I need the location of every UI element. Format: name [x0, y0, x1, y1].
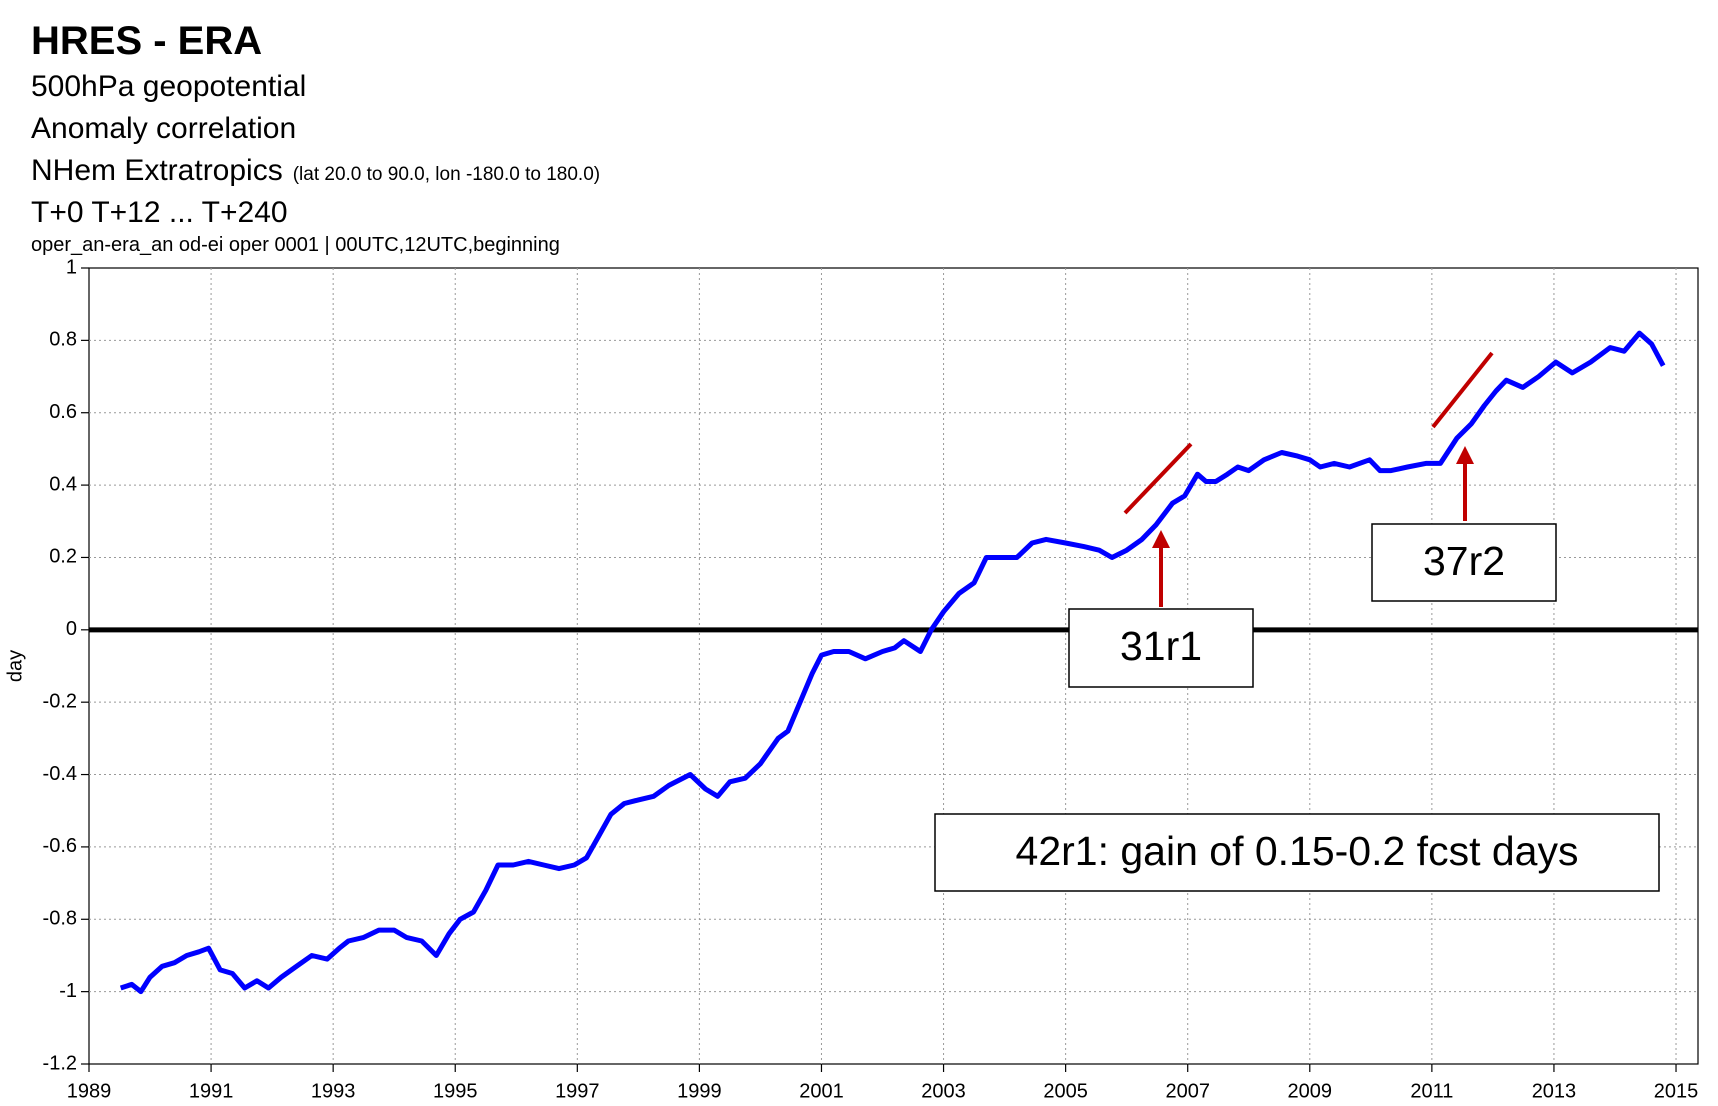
subtitle: Anomaly correlation: [31, 112, 296, 145]
plot-frame: [88, 267, 1699, 1065]
annotation-box: [934, 813, 1660, 892]
region-detail: (lat 20.0 to 90.0, lon -180.0 to 180.0): [293, 164, 600, 185]
y-tick-label: -0.4: [43, 763, 77, 785]
data-line: [119, 330, 1666, 995]
arrow-head: [1456, 446, 1474, 464]
x-tick-label: 2007: [1165, 1080, 1210, 1102]
y-tick-label: 0: [66, 618, 77, 640]
annotation: 42r1: gain of 0.15-0.2 fcst days: [1016, 828, 1579, 874]
region-name: NHem Extratropics: [31, 154, 283, 187]
trend-line: [1123, 442, 1193, 515]
x-tick-label: 2011: [1410, 1080, 1453, 1102]
info: oper_an-era_an od-ei oper 0001 | 00UTC,1…: [31, 234, 560, 256]
annotation-box: [1371, 523, 1557, 602]
x-tick-label: 1999: [677, 1080, 722, 1102]
arrow-head: [1152, 530, 1170, 548]
y-tick-label: -1.2: [43, 1052, 77, 1074]
y-axis-label: day: [4, 650, 26, 682]
y-tick-label: 0.8: [49, 329, 77, 351]
steps: T+0 T+12 ... T+240: [31, 196, 288, 229]
annotation-box: [1068, 608, 1254, 688]
y-tick-label: 0.6: [49, 401, 77, 423]
x-tick-label: 1991: [189, 1080, 234, 1102]
x-tick-label: 1997: [555, 1080, 600, 1102]
trend-line: [1431, 351, 1494, 429]
y-tick-label: 0.4: [49, 473, 77, 495]
y-tick-label: 0.2: [49, 546, 77, 568]
y-tick-label: -0.8: [43, 908, 77, 930]
y-tick-label: 1: [66, 256, 77, 278]
annotation: 31r1: [1120, 623, 1202, 669]
annotation: 37r2: [1423, 538, 1505, 584]
subtitle: 500hPa geopotential: [31, 70, 306, 103]
x-tick-label: 2003: [921, 1080, 966, 1102]
x-tick-label: 1995: [433, 1080, 478, 1102]
x-tick-label: 2013: [1532, 1080, 1577, 1102]
x-tick-label: 2015: [1654, 1080, 1699, 1102]
region: NHem Extratropics (lat 20.0 to 90.0, lon …: [31, 154, 600, 187]
x-tick-label: 1989: [67, 1080, 112, 1102]
x-tick-label: 2005: [1043, 1080, 1088, 1102]
annotations: 31r1 37r2 42r1: gain of 0.15-0.2 fcst da…: [934, 351, 1660, 892]
x-tick-label: 2001: [799, 1080, 844, 1102]
chart-title: HRES - ERA: [31, 19, 262, 63]
y-tick-label: -0.2: [43, 690, 77, 712]
plot-area: -1.2 -1 -0.8 -0.6 -0.4 -0.2 0 0.2 0.4 0.6 0.8 1 1989…: [43, 256, 1699, 1102]
x-tick-label: 1993: [311, 1080, 356, 1102]
x-tick-label: 2009: [1288, 1080, 1333, 1102]
y-tick-label: -0.6: [43, 835, 77, 857]
y-tick-label: -1: [59, 980, 77, 1002]
